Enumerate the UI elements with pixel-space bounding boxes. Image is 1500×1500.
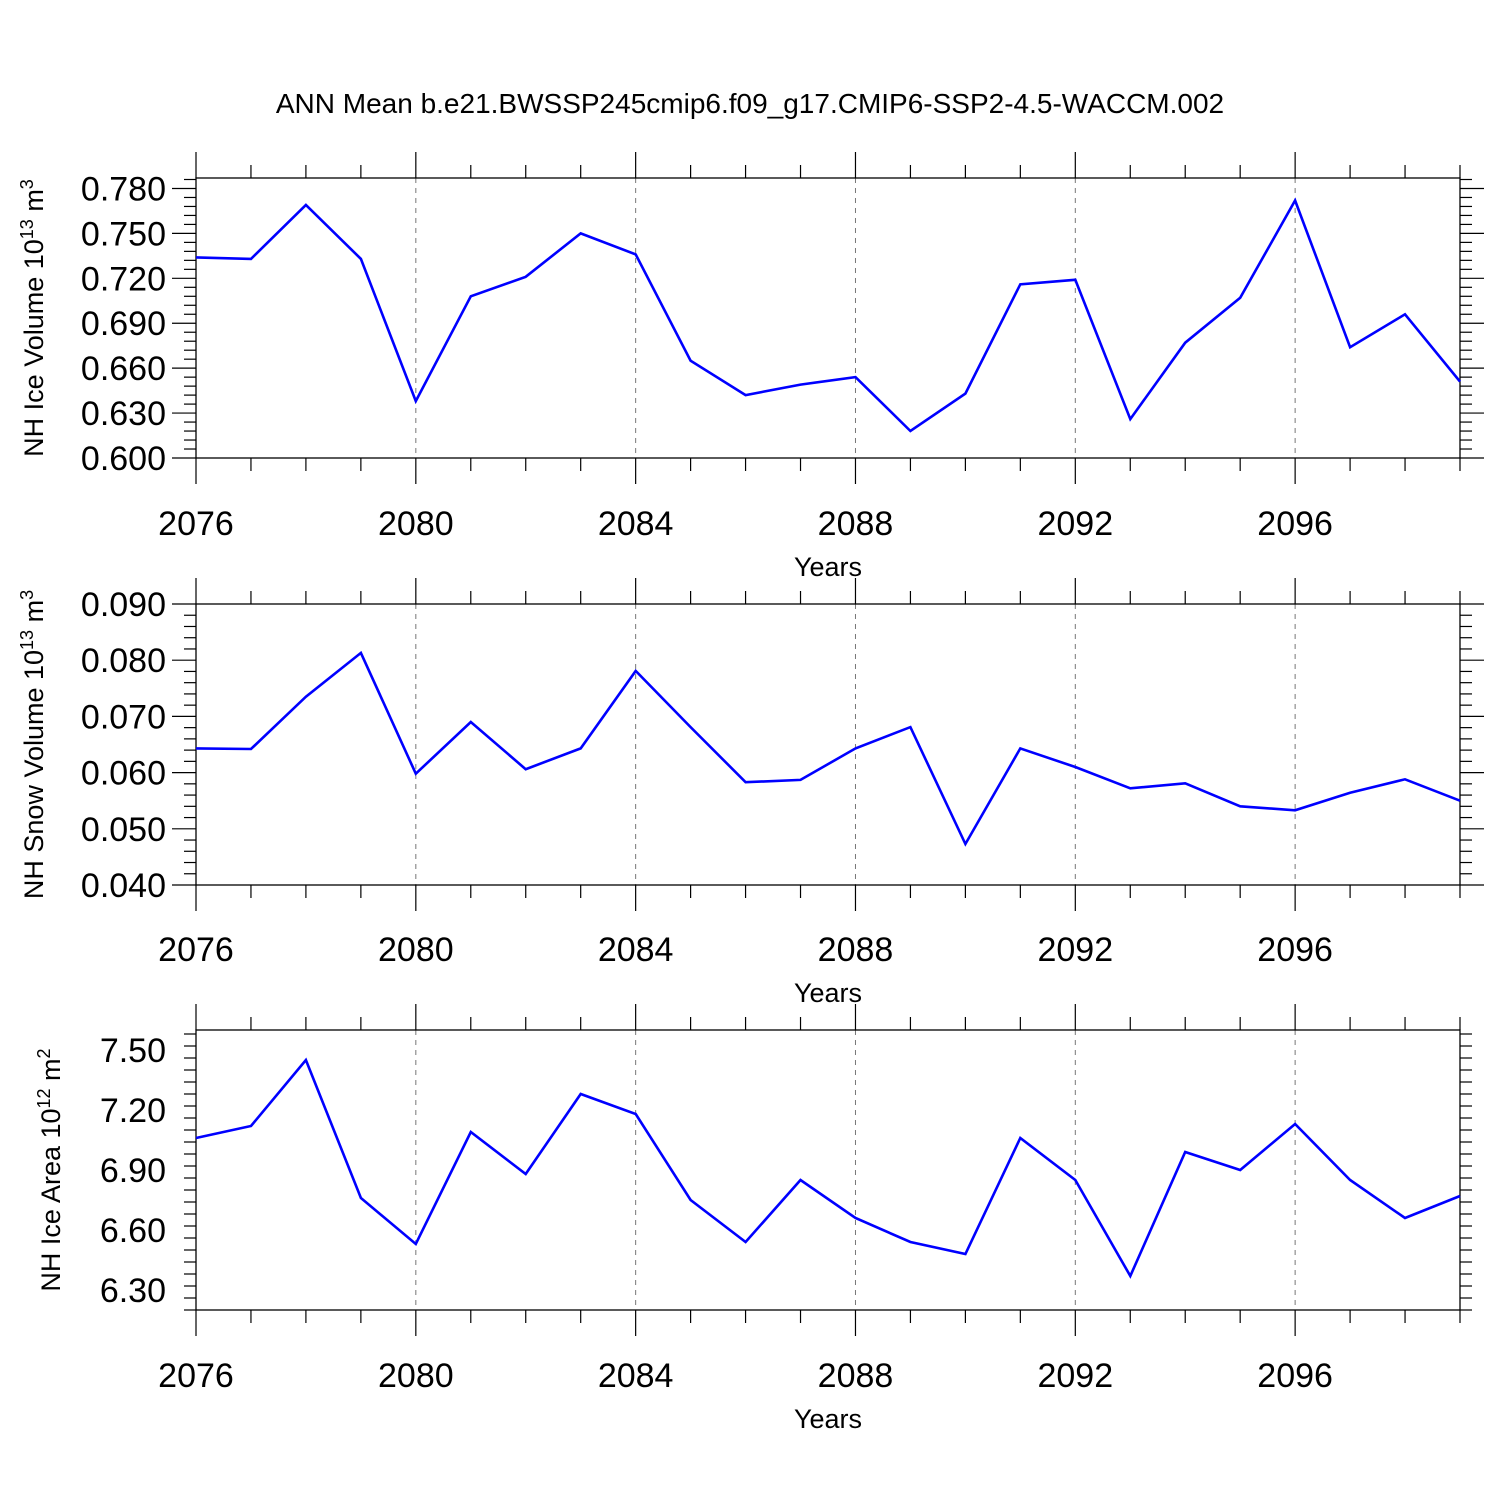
x-tick-label: 2076 [158,505,234,543]
x-tick-label: 2088 [818,1357,894,1395]
x-tick-label: 2080 [378,1357,454,1395]
y-axis-title: NH Ice Volume 1013 m3 [17,179,49,457]
x-tick-label: 2080 [378,505,454,543]
figure-title: ANN Mean b.e21.BWSSP245cmip6.f09_g17.CMI… [275,88,1225,119]
x-tick-label: 2076 [158,931,234,969]
plot-frame [195,177,1461,459]
y-tick-label: 0.690 [81,305,166,343]
x-tick-label: 2092 [1037,1357,1113,1395]
x-axis-title: Years [794,552,862,582]
y-tick-label: 0.630 [81,395,166,433]
y-tick-label: 6.90 [100,1152,166,1190]
x-tick-label: 2084 [598,931,674,969]
x-tick-label: 2088 [818,931,894,969]
ice-volume-series-line [195,197,1462,433]
x-tick-label: 2096 [1257,1357,1333,1395]
y-tick-label: 0.090 [81,586,166,624]
x-tick-label: 2088 [818,505,894,543]
y-tick-label: 0.060 [81,755,166,793]
y-tick-label: 0.080 [81,642,166,680]
x-tick-label: 2080 [378,931,454,969]
x-axis-title: Years [794,978,862,1008]
panel-snow-volume: 2076 2080 2084 2088 2092 2096 Years 0.040 0.050 0… [17,578,1484,1008]
x-tick-label: 2096 [1257,931,1333,969]
y-tick-label: 7.20 [100,1092,166,1130]
x-tick-label: 2084 [598,1357,674,1395]
x-tick-label: 2096 [1257,505,1333,543]
panel-ice-volume: 2076 2080 2084 2088 2092 2096 Years 0.600 0.630 0… [17,152,1484,582]
y-tick-label: 6.60 [100,1212,166,1250]
y-tick-label: 0.660 [81,350,166,388]
plot-frame [195,603,1461,886]
y-axis-title: NH Snow Volume 1013 m3 [17,590,49,899]
y-tick-label: 0.040 [81,867,166,905]
x-tick-label: 2076 [158,1357,234,1395]
y-tick-label: 0.050 [81,811,166,849]
x-axis-title: Years [794,1404,862,1434]
y-tick-label: 7.50 [100,1032,166,1070]
y-tick-label: 6.30 [100,1272,166,1310]
y-tick-label: 0.720 [81,260,166,298]
x-tick-label: 2092 [1037,505,1113,543]
y-tick-label: 0.780 [81,170,166,208]
x-tick-label: 2092 [1037,931,1113,969]
panel-ice-area: 2076 2080 2084 2088 2092 2096 Years 6.30 6.60 6.9… [34,1004,1472,1434]
y-tick-label: 0.070 [81,698,166,736]
y-tick-label: 0.600 [81,440,166,478]
x-tick-label: 2084 [598,505,674,543]
ice-area-series-line [195,1057,1461,1279]
y-axis-title: NH Ice Area 1012 m2 [34,1048,66,1291]
snow-volume-series-line [195,650,1461,847]
y-tick-label: 0.750 [81,215,166,253]
plot-frame [195,1029,1461,1311]
